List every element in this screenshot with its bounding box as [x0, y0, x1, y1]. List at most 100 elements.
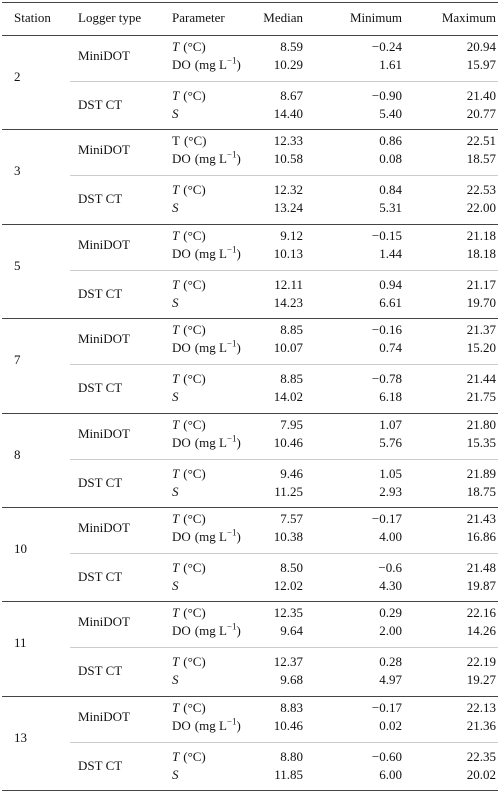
parameter-symbol: DO	[172, 434, 191, 450]
median: 9.68	[280, 672, 303, 688]
maximum: 21.44	[466, 371, 496, 387]
median: 12.35	[273, 605, 303, 621]
logger-type: DST CT	[78, 474, 123, 490]
station: 3	[14, 163, 21, 179]
parameter-symbol: S	[172, 766, 179, 782]
minimum: −0.17	[371, 699, 402, 715]
parameter-symbol: T	[172, 227, 180, 243]
parameter-symbol: T	[172, 416, 180, 432]
parameter-unit: (°C)	[183, 322, 206, 338]
station: 11	[14, 635, 27, 651]
maximum: 21.18	[466, 227, 496, 243]
parameter-exponent: −1	[226, 55, 237, 66]
maximum: 22.35	[466, 748, 496, 764]
parameter-symbol: S	[172, 578, 179, 593]
station: 2	[14, 69, 21, 84]
parameter-symbol: T	[172, 699, 180, 715]
parameter-unit: (mg L	[194, 717, 227, 733]
parameter-symbol: T	[172, 654, 180, 670]
parameter: DO (mg L−1)	[172, 623, 241, 639]
parameter: T (°C)	[172, 654, 206, 670]
parameter-symbol: T	[172, 133, 180, 149]
parameter-exponent: −1	[226, 150, 237, 161]
logger-type: MiniDOT	[78, 48, 130, 63]
minimum: 5.76	[379, 434, 402, 450]
parameter: T (°C)	[172, 39, 206, 55]
maximum: 21.43	[466, 511, 496, 526]
minimum: 6.18	[379, 389, 402, 405]
median: 9.46	[280, 465, 303, 481]
logger-type: MiniDOT	[78, 520, 130, 535]
parameter: T (°C)	[172, 133, 206, 149]
minimum: −0.16	[371, 322, 402, 338]
rule	[70, 81, 498, 82]
minimum: 1.44	[379, 245, 402, 261]
parameter-unit: (mg L	[194, 57, 227, 72]
parameter-symbol: DO	[172, 340, 191, 356]
parameter-unit: (mg L	[194, 529, 227, 544]
parameter-symbol: T	[172, 465, 180, 481]
header-cell: Maximum	[441, 10, 496, 25]
median: 8.83	[280, 699, 303, 715]
minimum: 0.28	[379, 654, 402, 670]
maximum: 15.97	[466, 57, 496, 72]
parameter-unit: (mg L	[194, 434, 227, 450]
minimum: 0.02	[379, 717, 402, 733]
parameter: DO (mg L−1)	[172, 433, 241, 451]
logger-type: MiniDOT	[78, 708, 130, 724]
maximum: 18.57	[466, 151, 496, 167]
rule	[2, 790, 498, 792]
header-cell: Minimum	[349, 10, 402, 25]
parameter: S	[172, 389, 179, 405]
maximum: 21.48	[466, 560, 496, 575]
minimum: 6.61	[379, 294, 402, 310]
rule	[70, 741, 498, 743]
maximum: 21.37	[466, 322, 496, 338]
logger-type: DST CT	[78, 285, 123, 301]
minimum: 1.07	[379, 416, 402, 432]
maximum: 20.02	[466, 766, 496, 782]
median: 10.13	[273, 245, 303, 261]
parameter: DO (mg L−1)	[172, 528, 241, 545]
maximum: 16.86	[466, 529, 496, 544]
maximum: 21.40	[466, 88, 496, 103]
parameter-exponent: −1	[226, 433, 237, 444]
rule	[70, 269, 498, 271]
minimum: −0.15	[371, 227, 402, 243]
minimum: −0.24	[371, 39, 402, 54]
median: 14.40	[273, 106, 303, 121]
parameter-unit-close: )	[236, 623, 241, 639]
median: 10.58	[273, 151, 303, 167]
parameter: T (°C)	[172, 371, 206, 387]
parameter: T (°C)	[172, 560, 206, 576]
parameter-symbol: S	[172, 294, 179, 310]
parameter-unit: (mg L	[194, 151, 227, 167]
rule	[2, 2, 498, 3]
station: 7	[14, 352, 21, 368]
parameter-unit: (°C)	[183, 654, 206, 670]
minimum: 4.30	[379, 578, 402, 593]
parameter-unit: (°C)	[183, 605, 206, 621]
minimum: 5.40	[379, 106, 402, 121]
maximum: 21.80	[466, 416, 496, 432]
maximum: 20.94	[466, 39, 496, 54]
rule	[70, 175, 498, 177]
logger-type: DST CT	[78, 757, 123, 773]
median: 7.57	[280, 511, 303, 526]
minimum: 5.31	[379, 200, 402, 216]
parameter-unit: (mg L	[194, 340, 227, 356]
header-cell: Parameter	[172, 10, 225, 25]
parameter-symbol: S	[172, 389, 179, 405]
parameter-unit-close: )	[236, 434, 241, 450]
parameter-unit: (°C)	[183, 227, 206, 243]
minimum: −0.78	[371, 371, 402, 387]
parameter-unit: (mg L	[194, 245, 227, 261]
minimum: −0.6	[378, 560, 402, 575]
maximum: 21.89	[466, 465, 496, 481]
station: 8	[14, 446, 21, 462]
parameter-symbol: T	[172, 511, 180, 526]
median: 8.50	[280, 560, 303, 575]
station: 10	[14, 541, 27, 556]
maximum: 18.75	[466, 483, 496, 499]
parameter: T (°C)	[172, 511, 206, 527]
